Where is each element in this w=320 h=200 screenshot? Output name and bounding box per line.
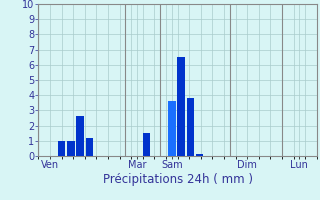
Bar bbox=[58, 141, 65, 156]
Bar bbox=[67, 141, 75, 156]
Bar bbox=[86, 138, 93, 156]
Bar bbox=[142, 133, 150, 156]
X-axis label: Précipitations 24h ( mm ): Précipitations 24h ( mm ) bbox=[103, 173, 252, 186]
Bar bbox=[187, 98, 194, 156]
Bar bbox=[196, 154, 204, 156]
Bar bbox=[76, 116, 84, 156]
Bar bbox=[177, 57, 185, 156]
Bar bbox=[168, 101, 176, 156]
